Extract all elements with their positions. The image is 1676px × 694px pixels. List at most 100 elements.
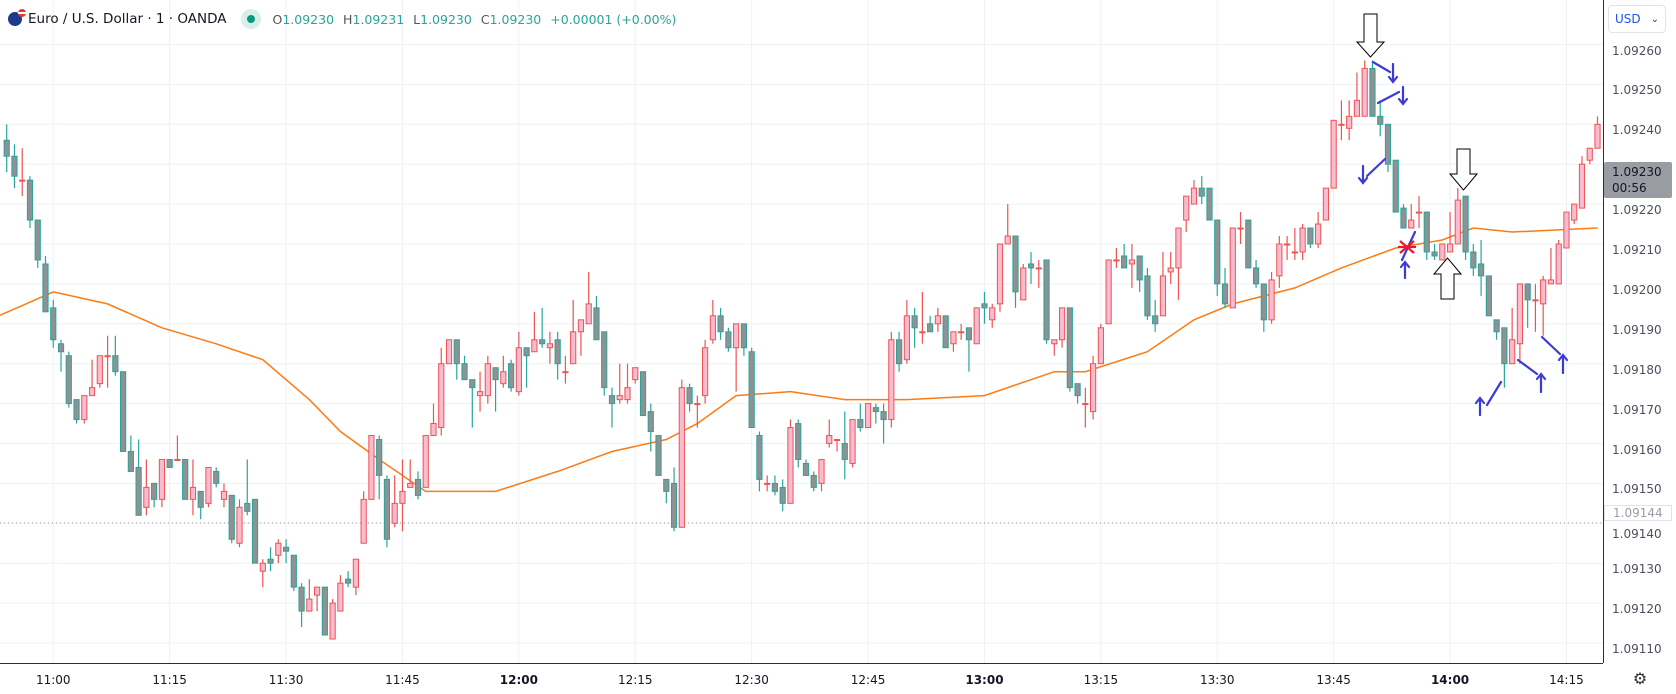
candle-body bbox=[306, 598, 313, 612]
candle-body bbox=[445, 339, 453, 365]
candle-down bbox=[686, 383, 693, 412]
candle-down bbox=[50, 299, 57, 348]
candle-down bbox=[1066, 307, 1073, 392]
candle-body bbox=[57, 343, 65, 353]
candle-down bbox=[896, 331, 903, 372]
candle-down bbox=[461, 355, 468, 381]
time-tick-label: 11:00 bbox=[35, 673, 71, 687]
candle-body bbox=[810, 474, 817, 488]
candle-body bbox=[135, 466, 142, 516]
candle-body bbox=[275, 542, 282, 556]
candle-body bbox=[476, 391, 484, 397]
currency-select[interactable]: USD ⌄ bbox=[1608, 5, 1666, 33]
candle-down bbox=[1392, 159, 1399, 213]
candle-body bbox=[182, 458, 189, 500]
candle-up bbox=[1563, 211, 1570, 249]
price-chart[interactable] bbox=[0, 0, 1603, 663]
candle-up bbox=[833, 439, 841, 452]
close-key: C bbox=[480, 11, 490, 27]
candle-up bbox=[864, 403, 872, 429]
price-axis[interactable] bbox=[1603, 0, 1676, 663]
candle-up bbox=[236, 499, 243, 548]
candle-body bbox=[989, 307, 996, 321]
candle-down bbox=[1214, 219, 1221, 296]
candle-body bbox=[709, 315, 716, 341]
candle-down bbox=[213, 467, 220, 488]
candle-body bbox=[508, 363, 515, 389]
hollow-down-arrow-icon bbox=[1355, 13, 1386, 58]
candle-body bbox=[686, 387, 693, 405]
last-price-label: 1.09230 00:56 bbox=[1604, 162, 1672, 198]
candle-down bbox=[1400, 204, 1407, 229]
candle-body bbox=[539, 339, 546, 345]
candle-body bbox=[1012, 235, 1019, 293]
candle-body bbox=[360, 498, 367, 544]
trend-line bbox=[1365, 157, 1387, 178]
candle-up bbox=[438, 347, 445, 436]
reference-price-label: 1.09144 bbox=[1604, 505, 1672, 521]
price-tick-label: 1.09240 bbox=[1612, 123, 1662, 138]
candle-down bbox=[1478, 240, 1485, 296]
candle-up bbox=[989, 303, 996, 328]
candle-body bbox=[1353, 99, 1361, 117]
candle-body bbox=[376, 439, 383, 476]
settings-gear-icon[interactable]: ⚙ bbox=[1632, 668, 1648, 688]
candle-up bbox=[19, 148, 26, 197]
price-tick-label: 1.09170 bbox=[1612, 402, 1662, 417]
candle-body bbox=[1485, 275, 1492, 317]
candle-body bbox=[73, 399, 80, 421]
candle-body bbox=[19, 179, 26, 182]
open-key: O bbox=[272, 11, 283, 27]
candle-up bbox=[1454, 188, 1461, 245]
candle-up bbox=[1338, 100, 1345, 141]
candle-up bbox=[430, 403, 437, 437]
candle-body bbox=[1136, 255, 1143, 281]
symbol-title[interactable]: Euro / U.S. Dollar · 1 · OANDA bbox=[28, 11, 227, 27]
trend-line bbox=[1371, 60, 1392, 74]
candle-body bbox=[104, 355, 111, 358]
candle-body bbox=[422, 435, 429, 488]
candle-body bbox=[414, 478, 422, 496]
price-tick-label: 1.09180 bbox=[1612, 362, 1662, 377]
time-axis[interactable]: 11:00 11:15 11:30 11:45 12:00 12:15 12:30 12:45… bbox=[0, 663, 1603, 694]
candle-up bbox=[1509, 307, 1516, 365]
candle-body bbox=[802, 462, 810, 476]
candle-body bbox=[1299, 227, 1306, 253]
candle-down bbox=[942, 315, 949, 349]
candle-up bbox=[888, 331, 895, 428]
candle-up bbox=[733, 323, 740, 392]
candle-up bbox=[1113, 247, 1120, 268]
candle-body bbox=[1190, 187, 1198, 205]
annotations bbox=[1355, 13, 1569, 417]
candle-up bbox=[1322, 187, 1330, 221]
time-tick-label: 11:30 bbox=[268, 673, 304, 687]
candle-body bbox=[694, 403, 701, 406]
candle-up bbox=[1268, 271, 1275, 324]
candle-up bbox=[818, 458, 825, 492]
candle-body bbox=[236, 506, 243, 544]
candle-up bbox=[314, 586, 321, 612]
candle-down bbox=[127, 435, 134, 472]
candle-body bbox=[748, 351, 755, 429]
candle-body bbox=[826, 435, 833, 444]
candle-up bbox=[1408, 204, 1415, 229]
candle-body bbox=[872, 407, 879, 413]
candle-body bbox=[1571, 203, 1578, 221]
candle-down bbox=[453, 339, 460, 380]
candle-down bbox=[321, 586, 328, 636]
candle-up bbox=[500, 355, 507, 388]
candle-down bbox=[1384, 123, 1392, 173]
candle-up bbox=[546, 331, 553, 364]
candle-up bbox=[1035, 259, 1042, 288]
candle-up bbox=[950, 331, 957, 352]
candle-up bbox=[1229, 227, 1236, 309]
candle-down bbox=[151, 482, 158, 508]
price-tick-label: 1.09110 bbox=[1612, 642, 1662, 656]
candle-up bbox=[826, 419, 833, 448]
candle-body bbox=[1121, 255, 1128, 269]
candle-down bbox=[345, 571, 352, 588]
candle-down bbox=[1524, 283, 1531, 328]
candle-up bbox=[81, 395, 88, 424]
candle-up bbox=[399, 459, 406, 532]
candle-down bbox=[554, 331, 561, 380]
